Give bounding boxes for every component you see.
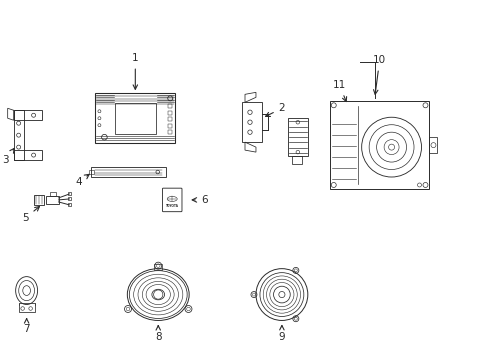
Text: TOYOTA: TOYOTA	[165, 204, 178, 208]
Text: 7: 7	[23, 319, 30, 334]
Text: 5: 5	[22, 207, 40, 223]
Bar	[91, 167, 165, 177]
Bar	[154, 264, 162, 270]
Bar	[89, 170, 94, 174]
Text: 10: 10	[372, 55, 386, 94]
Text: 2: 2	[265, 103, 285, 116]
Bar	[428, 137, 437, 153]
Bar	[167, 124, 171, 127]
Bar	[45, 196, 59, 204]
Bar	[68, 193, 71, 195]
Bar	[34, 195, 43, 205]
Bar	[291, 156, 301, 164]
Bar	[14, 110, 23, 160]
Text: 1: 1	[132, 54, 138, 89]
Text: 6: 6	[192, 195, 207, 205]
Text: 4: 4	[75, 174, 89, 187]
Bar	[167, 111, 171, 114]
Bar	[287, 118, 307, 156]
Bar	[329, 101, 428, 189]
Bar	[95, 93, 175, 143]
Bar	[14, 150, 41, 160]
Bar	[242, 102, 262, 142]
Bar	[114, 103, 156, 134]
Bar	[167, 130, 171, 134]
Bar	[68, 203, 71, 206]
Text: 11: 11	[332, 80, 346, 102]
FancyBboxPatch shape	[162, 188, 182, 212]
Bar	[49, 192, 56, 196]
Bar	[19, 302, 35, 312]
Bar	[14, 110, 41, 120]
Text: 9: 9	[278, 325, 285, 342]
Text: 8: 8	[155, 326, 161, 342]
Bar	[167, 104, 171, 108]
Bar	[68, 197, 71, 201]
Bar	[167, 117, 171, 121]
Text: 3: 3	[2, 148, 14, 165]
